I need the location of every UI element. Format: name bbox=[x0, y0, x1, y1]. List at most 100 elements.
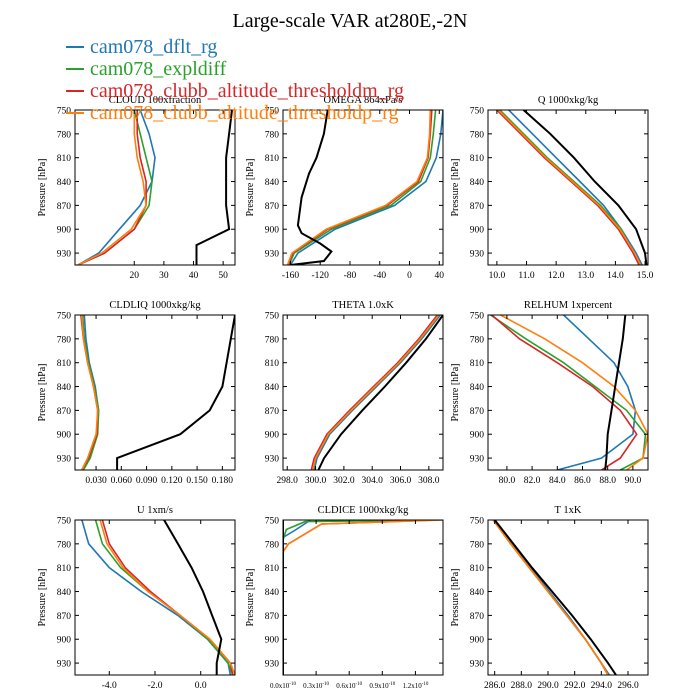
x-tick-label: 0.0 bbox=[195, 681, 207, 691]
y-tick-label: 750 bbox=[470, 312, 485, 322]
series-line-cam078_expldiff bbox=[288, 110, 437, 265]
y-tick-label: 780 bbox=[57, 130, 72, 140]
x-tick-label: -160 bbox=[282, 271, 300, 281]
x-tick-label: 20 bbox=[130, 271, 140, 281]
y-tick-label: 810 bbox=[265, 564, 280, 574]
series-line-cam078_clubb_altitude_thresholdp_rg bbox=[497, 110, 642, 265]
series-line-cam078_clubb_altitude_thresholdm_rg bbox=[283, 520, 438, 675]
panel: 750 780 810 840 870 900 930 -160 -120 -80 -40 0 40 OM… bbox=[245, 95, 444, 281]
y-tick-label: 900 bbox=[57, 431, 72, 441]
y-tick-label: 870 bbox=[57, 407, 72, 417]
y-tick-label: 930 bbox=[57, 660, 72, 670]
series-line-cam078_dflt_rg bbox=[508, 110, 643, 265]
series-line-cam078_clubb_altitude_thresholdp_rg bbox=[286, 110, 432, 265]
panel: 750 780 810 840 870 900 930 286.0 288.0 290.0 292.… bbox=[450, 505, 649, 691]
x-tick-label: -80 bbox=[344, 271, 357, 281]
y-tick-label: 900 bbox=[470, 226, 485, 236]
x-tick-label: -4.0 bbox=[102, 681, 117, 691]
y-tick-label: 900 bbox=[470, 636, 485, 646]
y-tick-label: 870 bbox=[265, 202, 280, 212]
y-tick-label: 840 bbox=[470, 588, 485, 598]
y-tick-label: 930 bbox=[57, 455, 72, 465]
x-tick-label: 15.0 bbox=[637, 271, 654, 281]
series-line-reference bbox=[195, 110, 233, 265]
y-tick-label: 810 bbox=[57, 154, 72, 164]
y-tick-label: 750 bbox=[265, 107, 280, 117]
y-tick-label: 840 bbox=[265, 588, 280, 598]
x-tick-label: 0.060 bbox=[111, 476, 133, 486]
x-tick-label: 14.0 bbox=[607, 271, 624, 281]
y-tick-label: 870 bbox=[470, 407, 485, 417]
series-line-cam078_clubb_altitude_thresholdp_rg bbox=[500, 315, 648, 470]
x-tick-label: 288.0 bbox=[511, 681, 533, 691]
y-tick-label: 900 bbox=[470, 431, 485, 441]
y-tick-label: 780 bbox=[57, 540, 72, 550]
x-tick-exponent: -10 bbox=[389, 682, 396, 687]
panel-title: RELHUM 1xpercent bbox=[524, 300, 612, 311]
x-tick-label: 308.0 bbox=[418, 476, 440, 486]
plot-frame bbox=[282, 109, 444, 266]
y-tick-label: 810 bbox=[265, 359, 280, 369]
plot-frame bbox=[487, 109, 649, 266]
y-tick-label: 930 bbox=[470, 660, 485, 670]
x-tick-label: 0.0x10-10 bbox=[270, 682, 296, 690]
x-tick-label: 40 bbox=[189, 271, 199, 281]
series-line-reference bbox=[522, 110, 648, 265]
series-line-cam078_expldiff bbox=[81, 315, 100, 470]
y-tick-label: 780 bbox=[470, 130, 485, 140]
panel-title: Q 1000xkg/kg bbox=[538, 95, 599, 106]
series-line-cam078_clubb_altitude_thresholdm_rg bbox=[496, 110, 640, 265]
legend-entry: cam078_expldiff bbox=[66, 58, 404, 80]
x-tick-exponent: -10 bbox=[322, 682, 329, 687]
plot-frame bbox=[487, 314, 649, 471]
x-tick-label: 0.6x10-10 bbox=[336, 682, 362, 690]
y-tick-label: 750 bbox=[57, 107, 72, 117]
y-tick-label: 930 bbox=[470, 250, 485, 260]
x-tick-label: 0 bbox=[407, 271, 412, 281]
x-tick-label: 88.0 bbox=[599, 476, 616, 486]
panel-title: T 1xK bbox=[555, 505, 582, 516]
series-group bbox=[286, 110, 443, 265]
panel-title: CLDICE 1000xkg/kg bbox=[318, 505, 409, 516]
x-tick-label: 13.0 bbox=[577, 271, 594, 281]
y-tick-label: 840 bbox=[57, 383, 72, 393]
x-tick-label: 80.0 bbox=[499, 476, 516, 486]
series-group bbox=[81, 520, 235, 675]
x-tick-label: 0.9x10-10 bbox=[369, 682, 395, 690]
x-tick-exponent: -10 bbox=[355, 682, 362, 687]
legend-entry: cam078_clubb_altitude_thresholdm_rg bbox=[66, 80, 404, 102]
x-tick-label: 286.0 bbox=[484, 681, 506, 691]
figure-title: Large-scale VAR at280E,-2N bbox=[232, 10, 468, 32]
x-tick-label: 306.0 bbox=[390, 476, 412, 486]
x-tick-label: 1.2x10-10 bbox=[402, 682, 428, 690]
series-line-cam078_dflt_rg bbox=[313, 315, 441, 470]
series-line-cam078_dflt_rg bbox=[289, 110, 443, 265]
y-tick-label: 810 bbox=[470, 564, 485, 574]
y-tick-label: 750 bbox=[57, 312, 72, 322]
panel: 750 780 810 840 870 900 930 10.0 11.0 12.0 13.0 14.… bbox=[450, 95, 654, 281]
series-line-cam078_dflt_rg bbox=[283, 520, 312, 675]
plot-frame bbox=[282, 519, 444, 676]
y-tick-label: 780 bbox=[265, 540, 280, 550]
legend-swatch bbox=[66, 68, 84, 70]
legend-entry: cam078_clubb_altitude_thresholdp_rg bbox=[66, 102, 404, 124]
plot-frame bbox=[74, 314, 236, 471]
y-tick-label: 900 bbox=[265, 636, 280, 646]
x-tick-label: 294.0 bbox=[591, 681, 613, 691]
legend-swatch bbox=[66, 46, 84, 48]
y-tick-label: 870 bbox=[265, 407, 280, 417]
series-line-cam078_expldiff bbox=[94, 520, 234, 675]
x-tick-label: -2.0 bbox=[147, 681, 162, 691]
y-tick-label: 900 bbox=[265, 226, 280, 236]
y-tick-label: 870 bbox=[57, 612, 72, 622]
x-tick-label: 10.0 bbox=[489, 271, 506, 281]
legend-label: cam078_expldiff bbox=[90, 58, 227, 80]
legend-label: cam078_clubb_altitude_thresholdp_rg bbox=[90, 102, 399, 124]
panel: 750 780 810 840 870 900 930 0.030 0.060 0.090 0.12… bbox=[37, 300, 236, 486]
y-tick-label: 900 bbox=[57, 226, 72, 236]
series-line-cam078_clubb_altitude_thresholdm_rg bbox=[491, 315, 638, 470]
panel-title: OMEGA 864xPa/s bbox=[323, 95, 402, 106]
x-tick-label: 0.120 bbox=[161, 476, 183, 486]
y-tick-label: 750 bbox=[265, 312, 280, 322]
